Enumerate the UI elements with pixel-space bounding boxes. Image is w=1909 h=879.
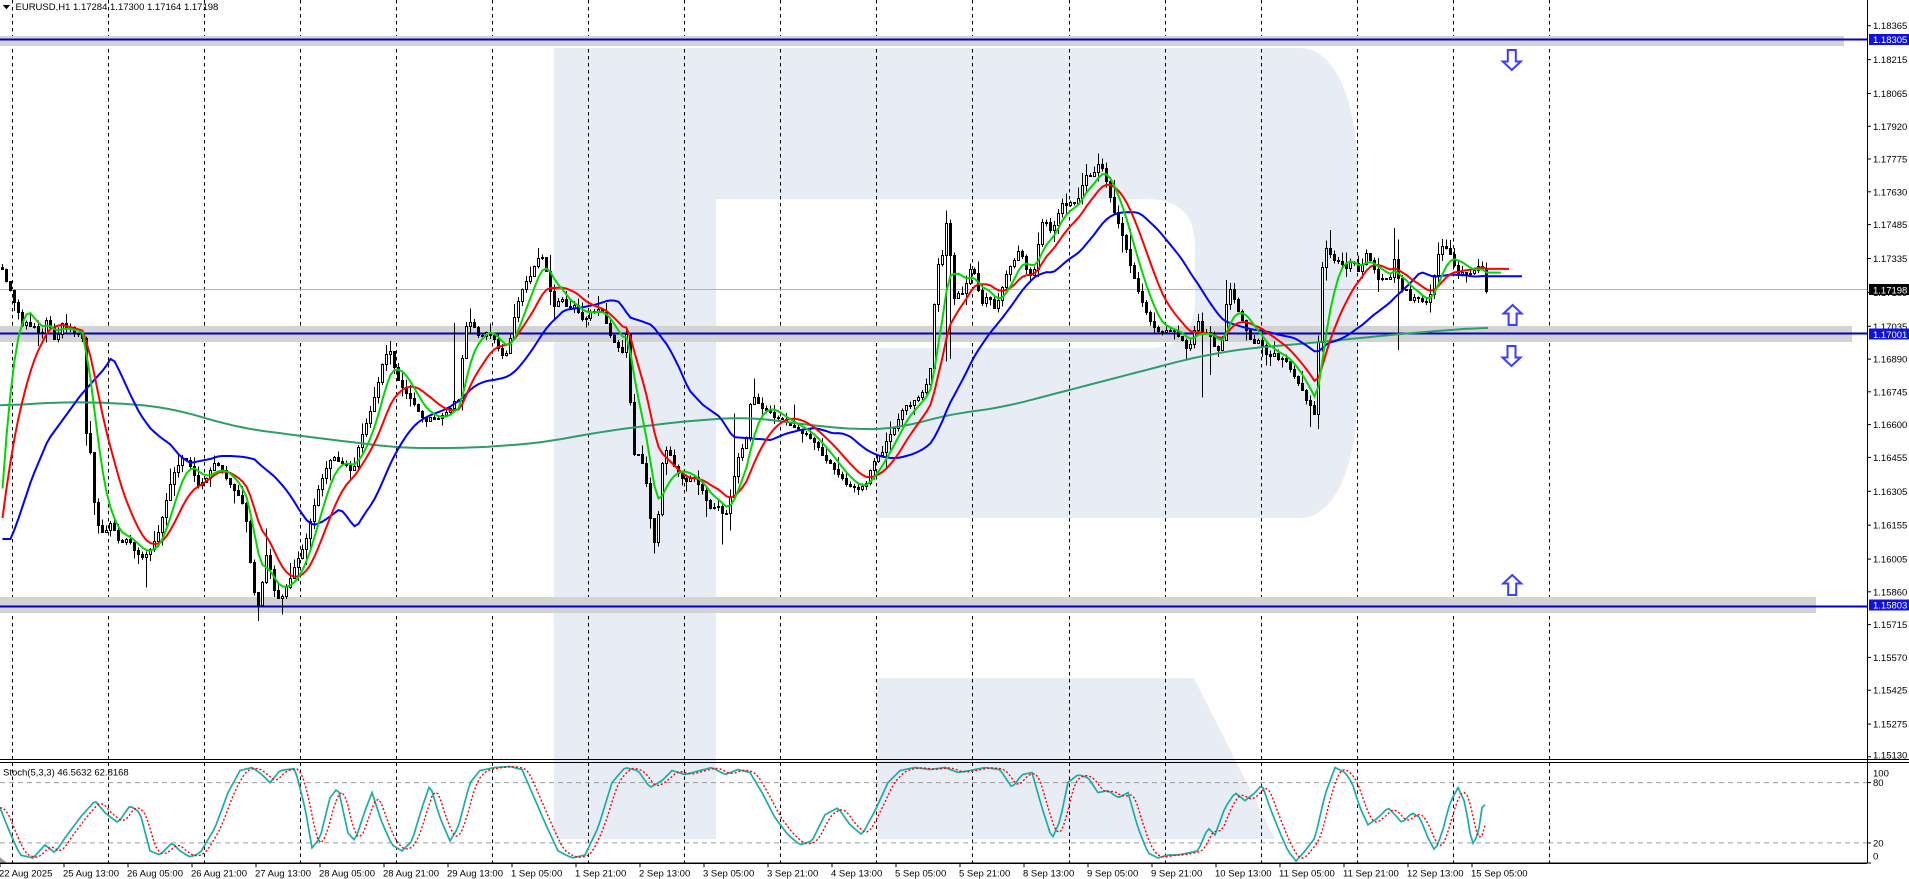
svg-text:1.18305: 1.18305: [1873, 35, 1907, 46]
svg-text:12 Sep 13:00: 12 Sep 13:00: [1407, 869, 1464, 879]
svg-text:1.17198: 1.17198: [1873, 285, 1907, 296]
svg-text:1.15860: 1.15860: [1873, 587, 1907, 598]
svg-text:3 Sep 21:00: 3 Sep 21:00: [767, 869, 818, 879]
svg-text:1 Sep 21:00: 1 Sep 21:00: [575, 869, 626, 879]
svg-text:4 Sep 13:00: 4 Sep 13:00: [831, 869, 882, 879]
svg-text:26 Aug 05:00: 26 Aug 05:00: [127, 869, 183, 879]
svg-text:1.15570: 1.15570: [1873, 653, 1907, 664]
svg-text:22 Aug 2025: 22 Aug 2025: [0, 869, 52, 879]
svg-text:29 Aug 13:00: 29 Aug 13:00: [447, 869, 503, 879]
svg-text:1 Sep 05:00: 1 Sep 05:00: [511, 869, 562, 879]
svg-text:100: 100: [1873, 769, 1889, 780]
svg-text:1.17035: 1.17035: [1873, 322, 1907, 333]
svg-text:1.17630: 1.17630: [1873, 187, 1907, 198]
svg-text:8 Sep 13:00: 8 Sep 13:00: [1023, 869, 1074, 879]
svg-text:5 Sep 05:00: 5 Sep 05:00: [895, 869, 946, 879]
svg-text:15 Sep 05:00: 15 Sep 05:00: [1471, 869, 1528, 879]
svg-text:1.15715: 1.15715: [1873, 620, 1907, 631]
svg-text:1.15425: 1.15425: [1873, 686, 1907, 697]
svg-text:1.17775: 1.17775: [1873, 155, 1907, 166]
svg-text:2 Sep 13:00: 2 Sep 13:00: [639, 869, 690, 879]
svg-text:1.18065: 1.18065: [1873, 89, 1907, 100]
svg-text:80: 80: [1873, 778, 1884, 789]
svg-text:Stoch(5,3,3) 46.5632 62.8168: Stoch(5,3,3) 46.5632 62.8168: [3, 767, 129, 778]
svg-text:1.16745: 1.16745: [1873, 387, 1907, 398]
svg-text:1.18215: 1.18215: [1873, 55, 1907, 66]
svg-text:10 Sep 13:00: 10 Sep 13:00: [1215, 869, 1272, 879]
svg-text:1.16890: 1.16890: [1873, 355, 1907, 366]
svg-text:1.16455: 1.16455: [1873, 453, 1907, 464]
svg-text:EURUSD,H1 1.17284 1.17300 1.1: EURUSD,H1 1.17284 1.17300 1.17164 1.1719…: [16, 2, 219, 13]
svg-text:1.15130: 1.15130: [1873, 751, 1907, 762]
svg-text:26 Aug 21:00: 26 Aug 21:00: [191, 869, 247, 879]
svg-text:1.18365: 1.18365: [1873, 21, 1907, 32]
svg-text:9 Sep 05:00: 9 Sep 05:00: [1087, 869, 1138, 879]
svg-text:25 Aug 13:00: 25 Aug 13:00: [63, 869, 119, 879]
svg-text:28 Aug 05:00: 28 Aug 05:00: [319, 869, 375, 879]
svg-text:1.16305: 1.16305: [1873, 487, 1907, 498]
svg-text:1.16005: 1.16005: [1873, 555, 1907, 566]
svg-text:1.17001: 1.17001: [1873, 330, 1907, 341]
svg-text:1.16600: 1.16600: [1873, 420, 1907, 431]
svg-text:1.16155: 1.16155: [1873, 521, 1907, 532]
svg-text:1.17920: 1.17920: [1873, 122, 1907, 133]
svg-text:0: 0: [1873, 851, 1878, 862]
svg-text:1.15803: 1.15803: [1873, 601, 1907, 612]
svg-text:9 Sep 21:00: 9 Sep 21:00: [1151, 869, 1202, 879]
svg-text:27 Aug 13:00: 27 Aug 13:00: [255, 869, 311, 879]
svg-text:1.17335: 1.17335: [1873, 254, 1907, 265]
svg-text:11 Sep 05:00: 11 Sep 05:00: [1279, 869, 1335, 879]
svg-text:3 Sep 05:00: 3 Sep 05:00: [703, 869, 754, 879]
svg-text:28 Aug 21:00: 28 Aug 21:00: [383, 869, 439, 879]
svg-text:20: 20: [1873, 838, 1884, 849]
svg-text:1.15275: 1.15275: [1873, 720, 1907, 731]
svg-text:5 Sep 21:00: 5 Sep 21:00: [959, 869, 1010, 879]
svg-text:11 Sep 21:00: 11 Sep 21:00: [1343, 869, 1399, 879]
svg-text:1.17485: 1.17485: [1873, 220, 1907, 231]
